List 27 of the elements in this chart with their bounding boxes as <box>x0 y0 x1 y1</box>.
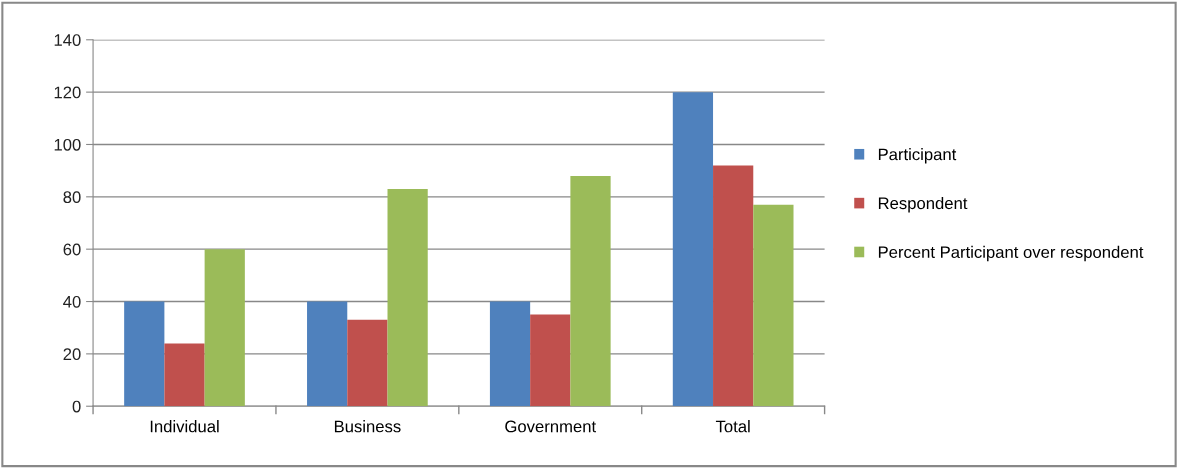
y-tick-label: 120 <box>54 86 81 99</box>
bar <box>530 314 571 407</box>
bar <box>489 301 531 407</box>
x-tick-label: Total <box>715 420 750 433</box>
x-tick-label: Individual <box>150 420 219 433</box>
bar <box>753 204 794 407</box>
x-tick-label: Business <box>334 420 401 433</box>
y-tick-label: 40 <box>63 295 81 308</box>
x-tick-label: Government <box>505 420 597 433</box>
bar <box>204 249 245 407</box>
y-tick-label: 80 <box>63 191 81 204</box>
bar <box>307 301 348 407</box>
bar <box>347 319 388 407</box>
legend-label: Percent Participant over respondent <box>878 245 1144 262</box>
y-tick-label: 60 <box>63 243 81 256</box>
bar <box>713 165 754 407</box>
legend-label: Participant <box>878 148 957 164</box>
y-tick-label: 140 <box>54 34 81 46</box>
bar <box>570 175 611 407</box>
bar <box>124 301 165 407</box>
bar <box>672 92 714 407</box>
y-tick-label: 100 <box>54 138 81 151</box>
bar <box>387 188 428 407</box>
bar <box>164 343 205 407</box>
y-tick-label: 20 <box>63 348 81 361</box>
y-tick-label: 0 <box>72 400 81 413</box>
legend-label: Respondent <box>878 196 968 213</box>
